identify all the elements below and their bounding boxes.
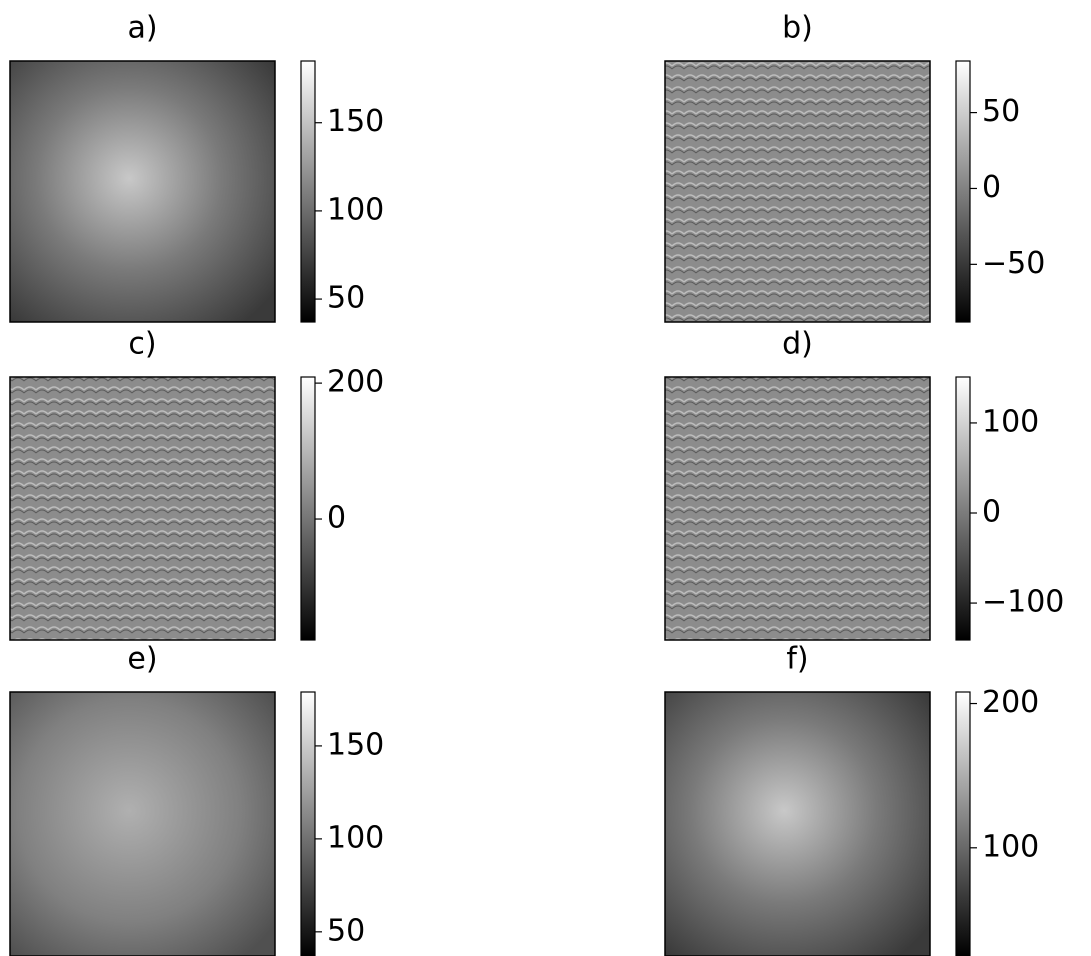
colorbar-tick-label: 0 [982, 495, 1001, 530]
colorbar-tick-label: 50 [327, 281, 365, 316]
colorbar [956, 61, 970, 322]
panel-title: f) [786, 642, 808, 677]
colorbar-tick-label: 150 [327, 104, 384, 139]
colorbar-tick-label: 0 [982, 170, 1001, 205]
colorbar-tick-label: 200 [327, 365, 384, 400]
colorbar-tick-label: 50 [982, 94, 1020, 129]
colorbar [301, 692, 315, 956]
image [665, 692, 930, 956]
colorbar-tick-label: 100 [982, 829, 1039, 864]
image [665, 61, 930, 322]
colorbar-tick-label: 100 [982, 404, 1039, 439]
colorbar [301, 377, 315, 640]
colorbar [301, 61, 315, 322]
panel-title: a) [127, 11, 157, 46]
image [10, 61, 275, 322]
colorbar-tick-label: 50 [327, 913, 365, 948]
panel-title: e) [127, 642, 157, 677]
colorbar-tick-label: 0 [327, 501, 346, 536]
panel-title: c) [128, 327, 156, 362]
image [10, 692, 275, 956]
image [665, 377, 930, 640]
panel-title: b) [782, 11, 813, 46]
colorbar [956, 692, 970, 956]
colorbar-tick-label: 150 [327, 727, 384, 762]
colorbar-tick-label: −100 [982, 585, 1064, 620]
colorbar-tick-label: −50 [982, 246, 1045, 281]
image [10, 377, 275, 640]
colorbar-tick-label: 200 [982, 685, 1039, 720]
colorbar-tick-label: 100 [327, 192, 384, 227]
colorbar [956, 377, 970, 640]
colorbar-tick-label: 100 [327, 820, 384, 855]
figure: a) 50 100 150 b) −50 0 50 c) 0 200 d) −100 0 100 e) 50 10… [0, 0, 1091, 956]
panel-title: d) [782, 327, 813, 362]
